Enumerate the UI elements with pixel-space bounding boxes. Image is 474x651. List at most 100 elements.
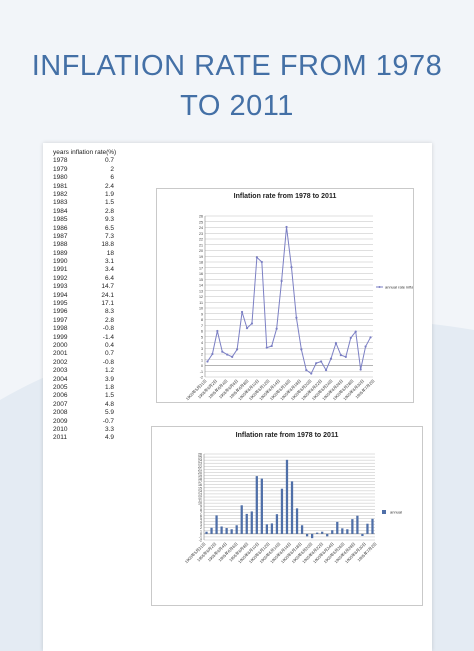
table-cell-value: 3.1 (104, 258, 114, 266)
table-cell-value: 9.3 (104, 216, 114, 224)
table-row: 1980 6 (51, 174, 116, 182)
table-cell-year: 2011 (53, 434, 67, 442)
table-cell-year: 1996 (53, 308, 68, 316)
y-tick-label: 1 (200, 529, 202, 533)
data-bar (336, 521, 339, 534)
data-point (349, 336, 352, 339)
table-cell-value: 0.4 (104, 341, 114, 349)
data-bar (280, 488, 284, 534)
table-row: 2000 0.4 (51, 342, 116, 350)
y-tick-label: 4 (201, 341, 203, 345)
data-bar (366, 523, 369, 534)
table-cell-year: 1978 (53, 157, 68, 165)
data-bar (371, 518, 374, 534)
line-chart[interactable]: Inflation rate from 1978 to 2011 -2 -1 0 1 2… (156, 188, 420, 403)
data-point (275, 327, 278, 330)
table-cell-value: 1.5 (104, 199, 114, 207)
table-row: 1985 9.3 (51, 216, 116, 224)
data-bar (351, 519, 354, 534)
data-point (329, 357, 333, 360)
y-tick-label: 15 (198, 486, 202, 490)
y-tick-label: 15 (199, 278, 203, 282)
bar-chart[interactable]: Inflation rate from 1978 to 2011 -2 -1 0 1 2… (151, 426, 423, 606)
table-cell-year: 1997 (53, 316, 68, 324)
legend-marker (382, 510, 386, 514)
table-cell-value: -1.4 (102, 333, 114, 341)
data-point (320, 360, 323, 363)
data-bar (260, 478, 263, 534)
table-cell-value: 8.3 (104, 308, 114, 316)
data-bar (321, 531, 324, 534)
data-point (231, 355, 234, 358)
y-tick-label: -2 (199, 539, 202, 543)
y-tick-label: 26 (199, 215, 203, 219)
table-cell-year: 1998 (53, 325, 68, 333)
table-cell-value: -0.8 (102, 358, 114, 366)
table-cell-value: 2.8 (104, 316, 114, 324)
y-tick-label: 6 (201, 330, 203, 334)
table-cell-year: 1987 (53, 232, 68, 240)
data-point (216, 329, 219, 333)
data-point (255, 256, 258, 259)
y-tick-label: 16 (199, 272, 203, 276)
table-row: 1978 0.7 (51, 157, 116, 165)
table-cell-year: 1995 (53, 300, 68, 308)
legend-label: annual (390, 510, 402, 515)
y-tick-label: 10 (199, 307, 203, 311)
data-bar (255, 476, 258, 534)
data-bar (305, 533, 309, 537)
table-cell-value: -0.7 (102, 417, 114, 425)
data-bar (235, 525, 238, 534)
bar-chart-plot: -2-1012345678910111213141516171819202122… (183, 453, 402, 565)
table-cell-value: 6.4 (104, 274, 114, 282)
table-row: 1993 14.7 (51, 283, 116, 291)
table-row: 1990 3.1 (51, 258, 116, 266)
y-tick-label: -1 (199, 535, 202, 539)
table-cell-value: 6.5 (104, 224, 114, 232)
table-cell-year: 1988 (53, 241, 68, 249)
data-point (280, 279, 283, 283)
y-tick-label: -1 (200, 370, 203, 374)
spreadsheet-page: years inflation rate(%) 1978 0.7 1979 2 1980… (43, 143, 432, 651)
line-chart-title: Inflation rate from 1978 to 2011 (233, 193, 337, 200)
data-bar (205, 531, 208, 534)
table-cell-year: 1993 (53, 283, 68, 291)
table-cell-year: 1979 (53, 165, 68, 173)
data-table: years inflation rate(%) 1978 0.7 1979 2 1980… (51, 149, 116, 443)
data-point (364, 345, 367, 348)
data-bar (341, 528, 344, 534)
table-cell-year: 1986 (53, 224, 68, 232)
table-cell-year: 1980 (53, 174, 68, 182)
table-cell-value: 4.9 (104, 434, 114, 442)
data-bar (285, 459, 289, 534)
y-tick-label: 7 (201, 324, 203, 328)
table-cell-value: 14.7 (101, 283, 114, 291)
data-point (265, 346, 268, 349)
data-bar (265, 524, 268, 534)
y-tick-label: 11 (199, 301, 203, 305)
table-cell-value: 4.8 (104, 400, 114, 408)
y-tick-label: 24 (198, 459, 202, 463)
y-tick-label: 2 (200, 526, 202, 530)
y-tick-label: 16 (198, 483, 202, 487)
table-cell-value: 3.4 (104, 266, 114, 274)
table-cell-value: 7.3 (104, 232, 114, 240)
table-cell-value: 0.7 (104, 157, 114, 165)
y-tick-label: 19 (199, 255, 203, 259)
table-row: 1988 18.8 (51, 241, 116, 249)
table-row: 2005 1.8 (51, 384, 116, 392)
bar-chart-title: Inflation rate from 1978 to 2011 (235, 432, 339, 439)
data-bar (356, 515, 359, 534)
data-bar (361, 533, 364, 537)
y-tick-label: 0 (200, 532, 202, 536)
table-cell-year: 1991 (53, 266, 68, 274)
y-tick-label: 22 (198, 465, 202, 469)
table-cell-year: 1994 (53, 291, 68, 299)
y-tick-label: 5 (200, 517, 202, 521)
table-row: 2010 3.3 (51, 426, 116, 434)
y-tick-label: 23 (198, 462, 202, 466)
table-cell-value: 2 (110, 165, 114, 173)
table-cell-value: 18 (106, 249, 114, 257)
y-tick-label: 1 (201, 358, 203, 362)
data-point (339, 354, 342, 357)
